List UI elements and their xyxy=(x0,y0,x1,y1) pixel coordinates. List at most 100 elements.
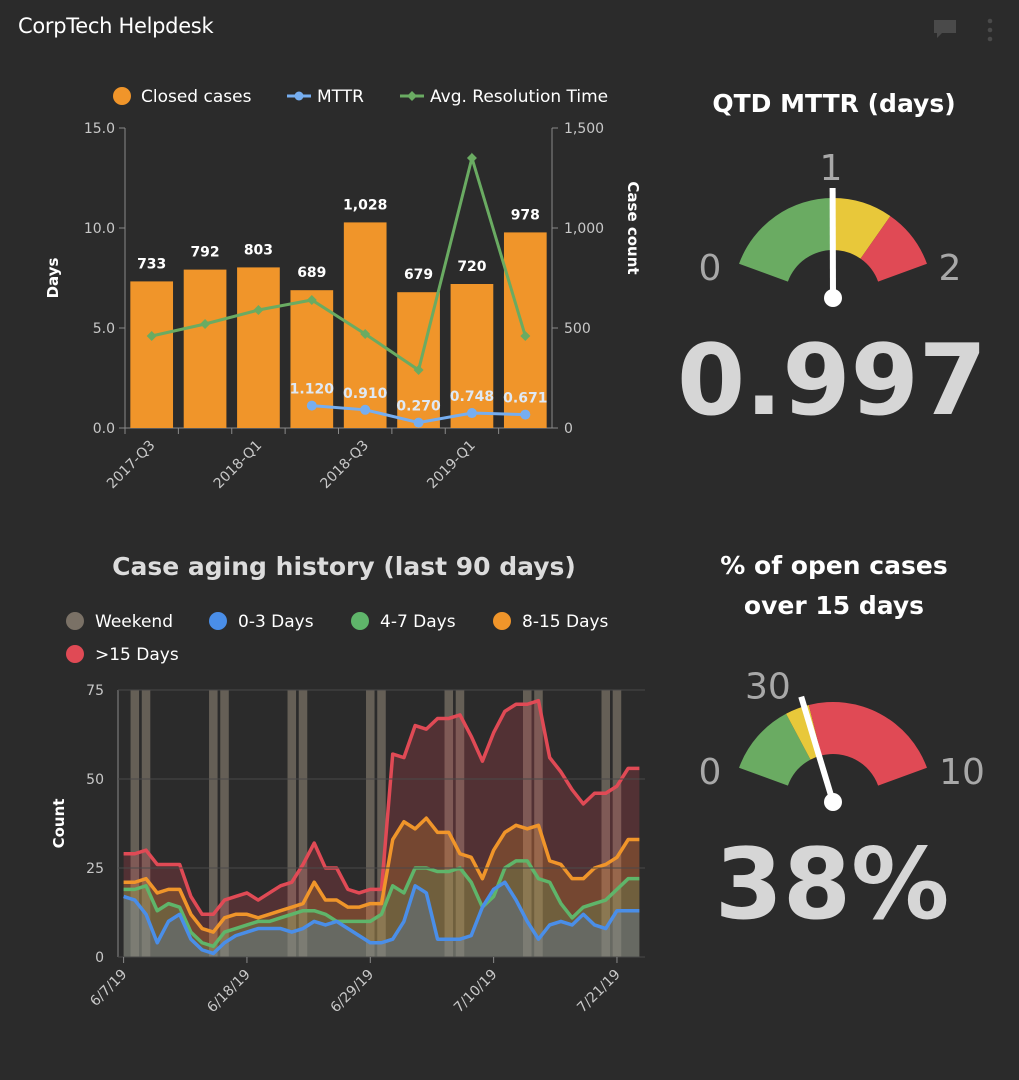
weekend-column xyxy=(444,690,454,957)
weekend-column xyxy=(298,690,308,957)
closed-cases-bar xyxy=(450,284,494,428)
avg-resolution-point xyxy=(253,305,264,315)
closed-cases-bar xyxy=(130,281,174,428)
mttr-point xyxy=(466,408,477,419)
weekend-column xyxy=(377,690,386,957)
case-aging-chart: Case aging history (last 90 days) Weekend… xyxy=(50,552,645,1016)
avg-resolution-line xyxy=(151,152,527,373)
gauge-target-label: 30 xyxy=(745,667,791,708)
line-0-3-days xyxy=(123,880,640,956)
area-0-3-days xyxy=(123,882,640,957)
mttr-data-label: 0.910 xyxy=(343,386,388,402)
gauge-max-label: 10 xyxy=(939,752,985,793)
open-cases-gauge-title: over 15 days xyxy=(744,591,924,620)
avg-resolution-point xyxy=(200,319,211,329)
legend-15-plus-days-marker xyxy=(66,645,84,663)
gauge-band-good xyxy=(739,198,833,282)
legend-4-7-days-label: 4-7 Days xyxy=(380,612,456,632)
gauge-band-bad xyxy=(808,701,927,786)
closed-cases-data-label: 803 xyxy=(244,242,273,258)
comment-icon[interactable] xyxy=(932,18,958,40)
x-tick-label: 2019-Q1 xyxy=(424,438,479,493)
weekend-column xyxy=(141,690,151,957)
line-15-plus-days xyxy=(123,698,640,917)
y-tick-label: 50 xyxy=(86,772,104,788)
mttr-data-label: 0.270 xyxy=(396,399,441,415)
y-tick-label-right: 1,500 xyxy=(564,121,604,137)
weekend-column xyxy=(455,690,465,957)
weekend-column xyxy=(534,690,543,957)
legend-weekend-marker xyxy=(66,612,84,630)
x-tick-label: 6/18/19 xyxy=(204,967,253,1016)
gauge-needle-hub xyxy=(824,793,842,811)
legend-8-15-days-marker xyxy=(493,612,511,630)
mttr-data-label: 0.671 xyxy=(503,391,547,407)
mttr-point xyxy=(413,417,424,428)
y-tick-label-left: 5.0 xyxy=(93,321,115,337)
legend-weekend-label: Weekend xyxy=(95,612,173,632)
open-cases-gauge-panel: % of open cases over 15 days 0 10 30 38% xyxy=(699,551,985,942)
legend-8-15-days-label: 8-15 Days xyxy=(522,612,609,632)
legend-avg-resolution-marker xyxy=(407,91,417,101)
gauge-band-warning xyxy=(833,198,891,259)
legend-avg-resolution-label: Avg. Resolution Time xyxy=(430,87,608,107)
avg-resolution-point xyxy=(146,331,157,341)
mttr-gauge-panel: QTD MTTR (days) 0 2 1 0.997 xyxy=(677,89,987,438)
dashboard-header: CorpTech Helpdesk xyxy=(0,0,1019,56)
y-axis-title-right: Case count xyxy=(624,181,642,274)
y-tick-label: 0 xyxy=(95,950,104,966)
weekend-column xyxy=(287,690,297,957)
legend-mttr-label: MTTR xyxy=(317,87,364,107)
dashboard-title: CorpTech Helpdesk xyxy=(18,14,214,38)
y-tick-label-right: 0 xyxy=(564,421,573,437)
open-cases-gauge-value: 38% xyxy=(715,828,950,942)
closed-cases-bar xyxy=(503,232,547,428)
case-aging-title: Case aging history (last 90 days) xyxy=(112,552,576,581)
mttr-point xyxy=(520,409,531,420)
line-8-15-days xyxy=(123,816,640,934)
gauge-band-warning xyxy=(786,704,822,760)
area-4-7-days xyxy=(123,860,640,957)
line-4-7-days xyxy=(123,859,640,949)
x-tick-label: 6/7/19 xyxy=(87,967,130,1010)
closed-cases-bar xyxy=(237,267,280,428)
x-tick-label: 7/21/19 xyxy=(574,967,623,1016)
avg-resolution-point xyxy=(360,329,371,339)
weekend-column xyxy=(130,690,140,957)
x-tick-label: 2018-Q1 xyxy=(211,438,266,493)
kebab-menu-icon[interactable] xyxy=(984,16,996,44)
y-tick-label: 75 xyxy=(86,683,104,699)
gauge-min-label: 0 xyxy=(699,752,722,793)
avg-resolution-point xyxy=(520,331,531,341)
closed-cases-data-label: 733 xyxy=(137,256,166,272)
legend-0-3-days-marker xyxy=(209,612,227,630)
y-tick-label-left: 10.0 xyxy=(84,221,115,237)
x-tick-label: 7/10/19 xyxy=(451,967,500,1016)
mttr-point xyxy=(360,404,371,415)
gauge-needle-hub xyxy=(824,289,842,307)
x-tick-label: 6/29/19 xyxy=(328,967,377,1016)
gauge-needle xyxy=(798,695,836,803)
mttr-data-label: 0.748 xyxy=(450,389,494,405)
legend-4-7-days-marker xyxy=(351,612,369,630)
closed-cases-bar xyxy=(183,269,227,428)
open-cases-gauge-title: % of open cases xyxy=(720,551,947,580)
gauge-min-label: 0 xyxy=(699,248,722,289)
closed-cases-data-label: 792 xyxy=(190,245,219,261)
x-tick-label: 2017-Q3 xyxy=(104,438,159,493)
weekend-column xyxy=(523,690,532,957)
legend-mttr-marker xyxy=(294,91,304,101)
legend-0-3-days-label: 0-3 Days xyxy=(238,612,314,632)
closed-cases-chart: Closed cases MTTR Avg. Resolution Time 0.0 5… xyxy=(44,87,642,493)
legend-closed-cases-label: Closed cases xyxy=(141,87,252,107)
y-tick-label: 25 xyxy=(86,861,104,877)
mttr-point xyxy=(306,400,317,411)
mttr-data-label: 1.120 xyxy=(290,382,335,398)
gauge-target-label: 1 xyxy=(820,148,843,189)
weekend-column xyxy=(601,690,611,957)
y-tick-label-right: 500 xyxy=(564,321,591,337)
y-tick-label-left: 15.0 xyxy=(84,121,115,137)
gauge-max-label: 2 xyxy=(939,248,962,289)
legend-closed-cases-marker xyxy=(113,87,131,105)
y-tick-label-left: 0.0 xyxy=(93,421,115,437)
